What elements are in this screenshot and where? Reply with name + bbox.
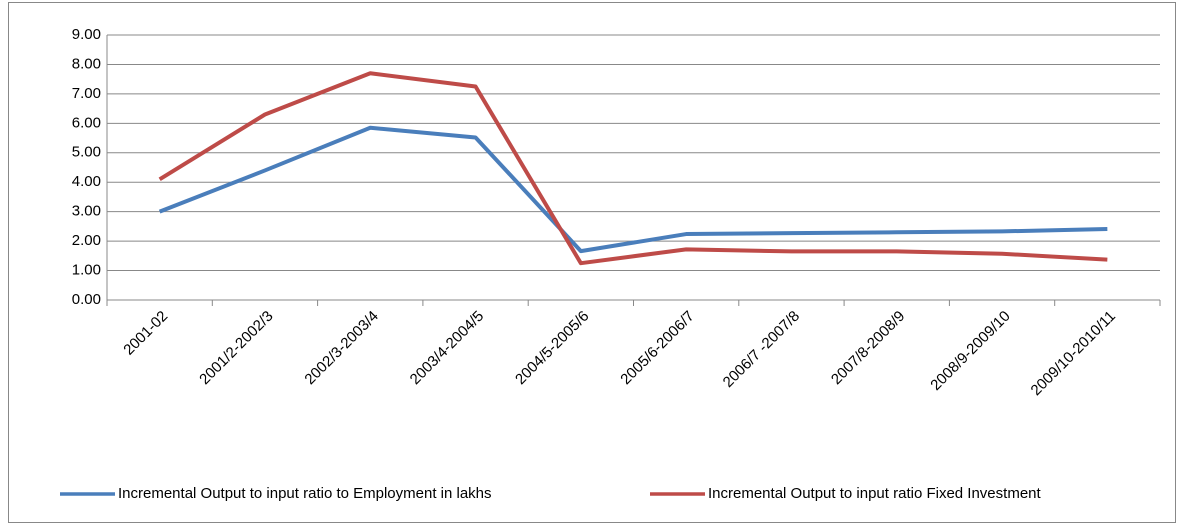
y-tick-label: 8.00 [72,55,101,72]
y-tick-label: 6.00 [72,114,101,131]
legend-label: Incremental Output to input ratio Fixed … [708,485,1041,502]
series-line [158,71,1108,266]
y-tick-label: 9.00 [72,26,101,43]
legend-label: Incremental Output to input ratio to Emp… [118,485,492,502]
y-tick-label: 5.00 [72,144,101,161]
y-tick-label: 3.00 [72,203,101,220]
y-tick-label: 4.00 [72,173,101,190]
series-line [158,125,1108,254]
y-tick-label: 7.00 [72,85,101,102]
y-tick-label: 1.00 [72,262,101,279]
y-tick-label: 0.00 [72,291,101,308]
y-tick-label: 2.00 [72,232,101,249]
